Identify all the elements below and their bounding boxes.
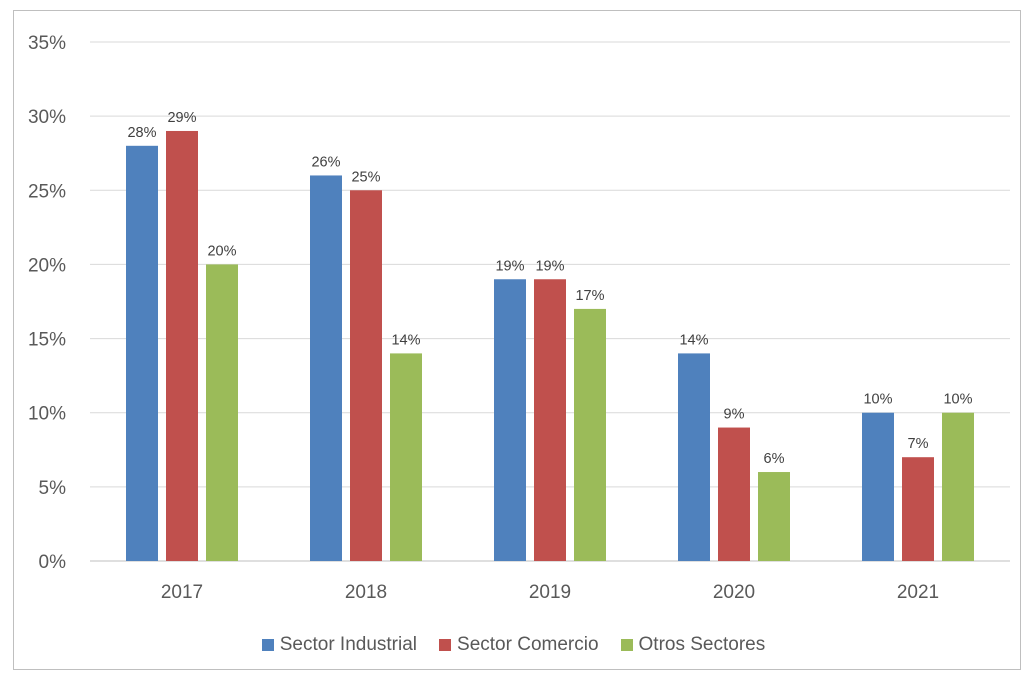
legend-item: Otros Sectores: [620, 634, 766, 656]
bar: [310, 175, 342, 561]
bars: [126, 130, 974, 562]
legend-swatch: [620, 639, 633, 651]
bar: [678, 353, 710, 561]
y-tick-label: 25%: [28, 181, 66, 202]
bar: [166, 130, 198, 561]
bar: [902, 457, 934, 561]
gridlines: [90, 41, 1010, 562]
bar: [534, 279, 566, 561]
bar: [206, 264, 238, 561]
bar: [126, 145, 158, 562]
y-tick-label: 10%: [28, 404, 66, 425]
data-label: 10%: [943, 392, 972, 408]
data-label: 6%: [764, 451, 785, 467]
legend: Sector Industrial Sector Comercio Otros Se…: [0, 634, 1027, 656]
x-tick-label: 2020: [713, 582, 755, 603]
legend-swatch: [261, 639, 274, 651]
x-tick-label: 2019: [529, 582, 571, 603]
data-label: 14%: [679, 332, 708, 348]
bar: [758, 472, 790, 561]
data-label: 17%: [575, 288, 604, 304]
y-axis-ticks: 0% 5% 10% 15% 20% 25% 30% 35%: [28, 33, 66, 573]
y-tick-label: 0%: [39, 552, 67, 573]
bar: [862, 412, 894, 561]
data-label: 19%: [535, 258, 564, 274]
data-label: 28%: [127, 125, 156, 141]
legend-item: Sector Industrial: [261, 634, 418, 656]
x-tick-label: 2018: [345, 582, 387, 603]
data-label: 19%: [495, 258, 524, 274]
data-label: 7%: [908, 436, 929, 452]
legend-item: Sector Comercio: [439, 634, 599, 656]
y-tick-label: 20%: [28, 255, 66, 276]
legend-swatch: [439, 639, 452, 651]
x-tick-label: 2017: [161, 582, 203, 603]
data-label: 26%: [311, 154, 340, 170]
data-labels: 28% 29% 20% 26% 25% 14% 19% 19% 17% 14% 9% 6% 10% 7% 1…: [127, 110, 972, 467]
bar: [718, 427, 750, 561]
y-tick-label: 5%: [39, 478, 67, 499]
y-tick-label: 15%: [28, 330, 66, 351]
bar: [390, 353, 422, 561]
bar: [494, 279, 526, 561]
legend-label: Sector Industrial: [279, 634, 418, 655]
data-label: 10%: [863, 392, 892, 408]
x-tick-label: 2021: [897, 582, 939, 603]
data-label: 25%: [351, 169, 380, 185]
y-tick-label: 35%: [28, 33, 66, 54]
legend-label: Otros Sectores: [638, 634, 766, 655]
legend-label: Sector Comercio: [457, 634, 599, 655]
data-label: 14%: [391, 332, 420, 348]
data-label: 20%: [207, 243, 236, 259]
x-axis-ticks: 2017 2018 2019 2020 2021: [161, 582, 939, 603]
bar: [350, 190, 382, 562]
bar: [574, 308, 606, 561]
data-label: 29%: [167, 110, 196, 126]
y-tick-label: 30%: [28, 107, 66, 128]
bar: [942, 412, 974, 561]
data-label: 9%: [724, 407, 745, 423]
